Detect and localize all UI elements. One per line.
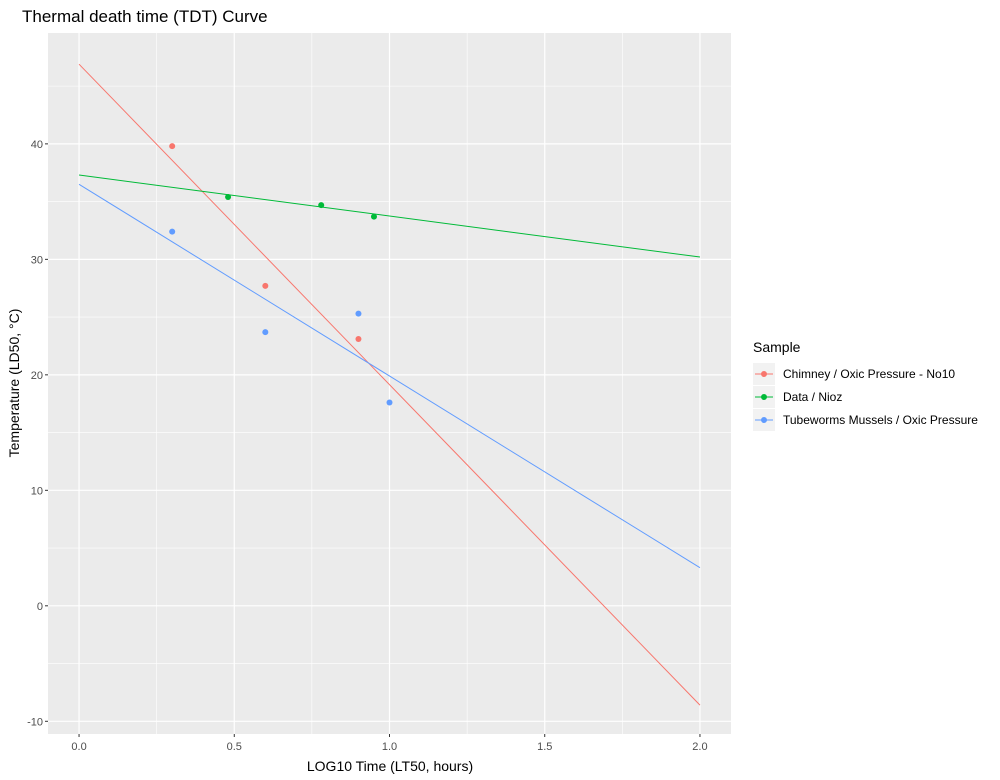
x-axis-title: LOG10 Time (LT50, hours) — [307, 758, 473, 774]
x-tick-label: 0.0 — [71, 741, 86, 753]
legend-key-point — [761, 371, 767, 377]
legend-key-point — [761, 394, 767, 400]
x-axis: 0.0 0.5 1.0 1.5 2.0 — [71, 734, 708, 753]
data-point-series-3 — [262, 329, 269, 336]
data-point-series-3 — [386, 399, 393, 406]
x-tick-label: 2.0 — [692, 741, 707, 753]
data-point-series-2 — [318, 202, 325, 209]
data-point-series-2 — [225, 193, 232, 200]
y-tick-label: 10 — [31, 485, 43, 497]
fit-line-series-1 — [78, 63, 701, 706]
legend-key-point — [761, 417, 767, 423]
y-tick-label: 20 — [31, 370, 43, 382]
fit-line-series-2 — [78, 174, 701, 258]
y-axis-title: Temperature (LD50, °C) — [6, 309, 22, 458]
fit-lines — [78, 63, 701, 706]
y-tick-label: 0 — [37, 601, 43, 613]
x-tick-label: 0.5 — [227, 741, 242, 753]
y-tick-label: 40 — [31, 139, 43, 151]
data-point-series-3 — [169, 228, 176, 235]
fit-line-series-3 — [78, 183, 701, 569]
y-tick-label: -10 — [27, 716, 43, 728]
legend-label: Data / Nioz — [783, 390, 842, 404]
grid-major — [48, 33, 731, 734]
data-point-series-1 — [355, 336, 362, 343]
legend: Sample Chimney / Oxic Pressure - No10 Dat… — [753, 339, 978, 431]
chart-title: Thermal death time (TDT) Curve — [22, 7, 268, 26]
legend-title: Sample — [753, 339, 801, 355]
data-points — [169, 143, 393, 406]
legend-label: Chimney / Oxic Pressure - No10 — [783, 367, 955, 381]
data-point-series-1 — [262, 282, 269, 289]
legend-label: Tubeworms Mussels / Oxic Pressure — [783, 413, 978, 427]
y-axis: -10 0 10 20 30 40 — [27, 139, 48, 728]
data-point-series-3 — [355, 310, 362, 317]
y-tick-label: 30 — [31, 254, 43, 266]
data-point-series-1 — [169, 143, 176, 150]
data-point-series-2 — [370, 213, 377, 220]
x-tick-label: 1.5 — [537, 741, 552, 753]
x-tick-label: 1.0 — [382, 741, 397, 753]
